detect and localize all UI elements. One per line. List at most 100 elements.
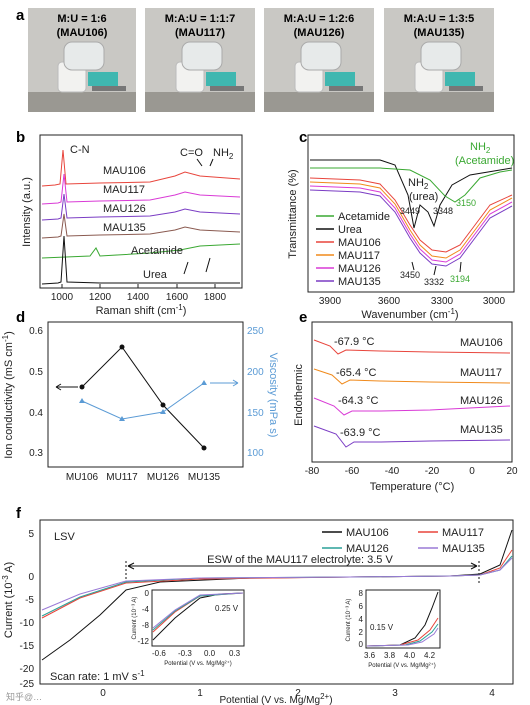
f-inset1-ytick-1: 0 (145, 589, 150, 598)
e-temp-mau106: -67.9 °C (334, 336, 375, 348)
f-inset-2: 0.15 V 3.6 3.8 4.0 4.2 0 2 4 6 8 Potenti… (346, 589, 441, 669)
e-tick-m40: -40 (385, 466, 400, 477)
f-inset1-xtick-1: -0.6 (152, 649, 166, 658)
b-curve-mau106 (41, 149, 241, 187)
e-tick-m80: -80 (305, 466, 320, 477)
f-ytick-m5: -5 (25, 595, 34, 606)
f-xtick-3: 3 (392, 688, 398, 699)
b-tick-1800: 1800 (204, 292, 227, 303)
b-curve-mau135 (41, 213, 241, 239)
c-annot-nh2-urea: NH2 (408, 177, 429, 191)
b-arrows (183, 158, 214, 275)
f-inset1-ytick-4: -12 (137, 637, 149, 646)
c-legend-urea: Urea (338, 224, 363, 236)
e-label-mau126: MAU126 (460, 395, 503, 407)
photo-3-code: (MAU126) (294, 27, 345, 39)
photo-4-code: (MAU135) (414, 27, 465, 39)
c-legend-acetamide: Acetamide (338, 211, 390, 223)
b-annot-cn: C-N (70, 144, 90, 156)
e-tick-m20: -20 (425, 466, 440, 477)
f-inset1-xtick-3: 0.0 (204, 649, 216, 658)
photo-4: M:A:U = 1:3:5 (MAU135) (384, 8, 494, 112)
d-arrow-right (210, 379, 239, 387)
e-temp-mau135: -63.9 °C (340, 427, 381, 439)
c-tick-3000: 3000 (483, 296, 506, 307)
f-ytick-m25: -25 (20, 679, 35, 690)
c-legend-mau126: MAU126 (338, 263, 381, 275)
photo-1: M:U = 1:6 (MAU106) (28, 8, 136, 112)
f-inset2-xtick-4: 4.2 (424, 651, 436, 660)
panel-b-label: b (16, 129, 25, 146)
c-curve-mau135 (309, 189, 513, 267)
f-ytick-m20: -20 (20, 664, 35, 675)
d-rtick-150: 150 (247, 408, 264, 419)
e-tick-m60: -60 (345, 466, 360, 477)
f-inset2-ytick-3: 4 (359, 615, 364, 624)
e-label-mau117: MAU117 (460, 367, 502, 379)
b-ylabel: Intensity (a.u.) (21, 177, 33, 247)
c-peak-3150: 3150 (456, 198, 476, 208)
d-ltick-0.4: 0.4 (29, 408, 43, 419)
f-inset2-ytick-4: 6 (359, 602, 364, 611)
c-curve-acetamide (310, 167, 513, 203)
c-legend-mau117: MAU117 (338, 250, 380, 262)
e-curve-mau117 (313, 368, 511, 385)
panel-b-frame (39, 134, 243, 289)
f-xtick-1: 1 (197, 688, 203, 699)
e-dsc-curves (313, 339, 511, 448)
c-legend-mau106: MAU106 (338, 237, 381, 249)
c-annot-nh2-acet: NH2 (470, 141, 491, 155)
f-ylabel: Current (10-3 A) (1, 562, 15, 638)
b-tick-1000: 1000 (51, 292, 74, 303)
f-esw-arrow (127, 562, 478, 570)
f-inset2-xtick-3: 4.0 (404, 651, 416, 660)
panel-e-frame (311, 321, 513, 463)
e-tick-0: 0 (469, 466, 475, 477)
b-annot-nh2: NH2 (213, 147, 234, 161)
d-conductivity-series (79, 344, 207, 451)
c-spectra (309, 159, 513, 267)
c-legend-mau135: MAU135 (338, 276, 381, 288)
panel-a-label: a (16, 7, 25, 24)
f-ytick-m10: -10 (20, 618, 35, 629)
e-temp-mau117: -65.4 °C (336, 367, 377, 379)
f-xtick-0: 0 (100, 688, 106, 699)
watermark: 知乎@… (6, 691, 42, 702)
photo-1-title: M:U = 1:6 (57, 13, 106, 25)
f-legend-mau135: MAU135 (442, 543, 485, 555)
f-inset2-ytick-1: 0 (359, 640, 364, 649)
b-spectra (41, 149, 241, 285)
f-ytick-5: 5 (28, 529, 34, 540)
d-rtick-200: 200 (247, 367, 264, 378)
c-legend (316, 215, 334, 282)
photo-4-title: M:A:U = 1:3:5 (404, 13, 475, 25)
d-ltick-0.5: 0.5 (29, 367, 43, 378)
f-curve-mau135 (41, 557, 513, 611)
b-label-mau106: MAU106 (103, 165, 146, 177)
e-curve-mau135 (313, 425, 511, 448)
e-tick-20: 20 (506, 466, 518, 477)
e-ylabel: Endothermic (293, 364, 305, 426)
f-xlabel: Potential (V vs. Mg/Mg2+) (219, 692, 332, 705)
d-cat-mu117: MU117 (106, 472, 138, 483)
f-legend-mau106: MAU106 (346, 527, 389, 539)
b-xlabel: Raman shift (cm-1) (96, 303, 187, 317)
b-label-mau135: MAU135 (103, 222, 146, 234)
b-tick-1600: 1600 (166, 292, 189, 303)
c-curve-urea (310, 159, 513, 229)
c-curve-mau106 (309, 177, 513, 253)
b-label-mau126: MAU126 (103, 203, 146, 215)
b-label-acetamide: Acetamide (131, 245, 183, 257)
d-rtick-250: 250 (247, 326, 264, 337)
f-inset1-xlabel: Potential (V vs. Mg/Mg²⁺) (164, 660, 232, 667)
panel-f-label: f (16, 505, 22, 522)
panel-d-frame (47, 321, 244, 468)
f-inset2-ytick-5: 8 (359, 589, 364, 598)
f-inset2-xtick-1: 3.6 (364, 651, 376, 660)
e-temp-mau126: -64.3 °C (338, 395, 379, 407)
d-ylabel-left: Ion conductivity (mS cm-1) (1, 331, 15, 459)
d-rtick-100: 100 (247, 448, 264, 459)
c-ylabel: Transmittance (%) (287, 169, 299, 258)
e-label-mau135: MAU135 (460, 424, 503, 436)
